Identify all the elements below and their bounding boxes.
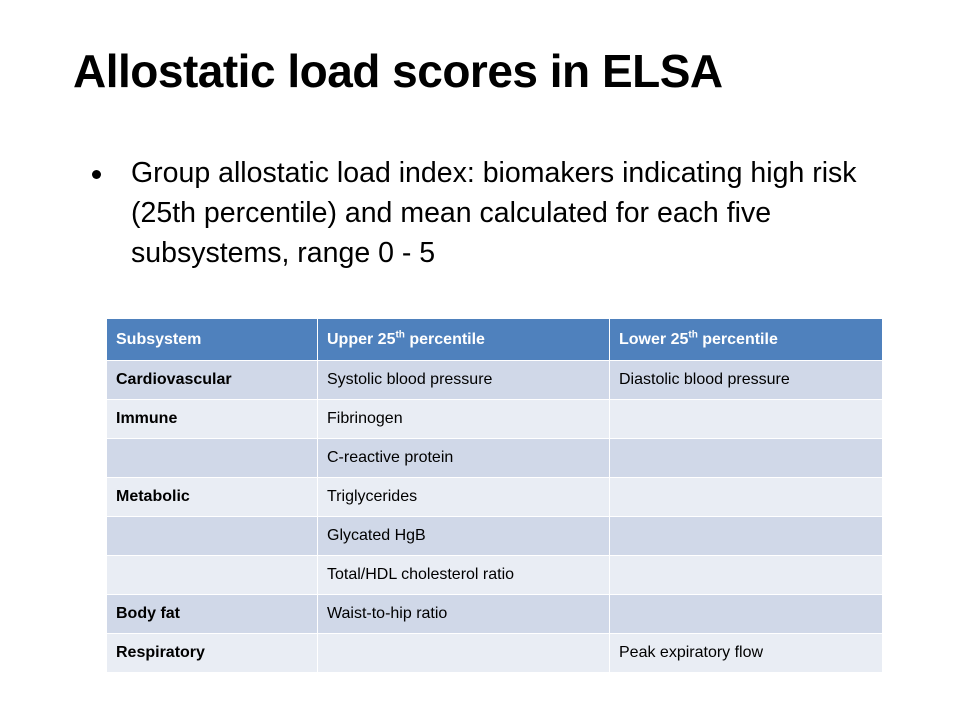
header-lower-percentile: Lower 25th percentile (609, 318, 883, 361)
header-upper-percentile: Upper 25th percentile (317, 318, 610, 361)
cell-upper: Triglycerides (317, 477, 610, 517)
table-row: Body fat Waist-to-hip ratio (106, 594, 883, 634)
bullet-dot-icon (92, 170, 101, 179)
cell-subsystem (106, 438, 318, 478)
cell-subsystem: Body fat (106, 594, 318, 634)
allostatic-load-table: Subsystem Upper 25th percentile Lower 25… (106, 318, 883, 673)
cell-lower (609, 516, 883, 556)
header-lower-sup: th (688, 329, 698, 341)
cell-upper: Fibrinogen (317, 399, 610, 439)
header-subsystem: Subsystem (106, 318, 318, 361)
cell-upper: Systolic blood pressure (317, 360, 610, 400)
table-header-row: Subsystem Upper 25th percentile Lower 25… (106, 318, 883, 361)
header-lower-suffix: percentile (697, 330, 778, 348)
header-upper-sup: th (395, 329, 405, 341)
cell-subsystem (106, 555, 318, 595)
table-row: Total/HDL cholesterol ratio (106, 555, 883, 595)
cell-lower (609, 399, 883, 439)
table-row: C-reactive protein (106, 438, 883, 478)
cell-lower: Peak expiratory flow (609, 633, 883, 673)
cell-subsystem: Respiratory (106, 633, 318, 673)
cell-upper (317, 633, 610, 673)
header-lower-prefix: Lower 25 (619, 330, 689, 348)
cell-upper: Glycated HgB (317, 516, 610, 556)
cell-upper: C-reactive protein (317, 438, 610, 478)
table-row: Respiratory Peak expiratory flow (106, 633, 883, 673)
cell-lower (609, 438, 883, 478)
slide-title: Allostatic load scores in ELSA (73, 45, 723, 97)
header-upper-prefix: Upper 25 (327, 330, 396, 348)
table-row: Cardiovascular Systolic blood pressure D… (106, 360, 883, 400)
header-upper-suffix: percentile (404, 330, 485, 348)
cell-upper: Waist-to-hip ratio (317, 594, 610, 634)
cell-upper: Total/HDL cholesterol ratio (317, 555, 610, 595)
table-row: Metabolic Triglycerides (106, 477, 883, 517)
cell-subsystem: Metabolic (106, 477, 318, 517)
cell-lower (609, 555, 883, 595)
table-row: Glycated HgB (106, 516, 883, 556)
cell-lower (609, 477, 883, 517)
cell-subsystem: Cardiovascular (106, 360, 318, 400)
cell-subsystem: Immune (106, 399, 318, 439)
table-row: Immune Fibrinogen (106, 399, 883, 439)
bullet-text: Group allostatic load index: biomakers i… (131, 157, 857, 269)
cell-subsystem (106, 516, 318, 556)
cell-lower: Diastolic blood pressure (609, 360, 883, 400)
cell-lower (609, 594, 883, 634)
